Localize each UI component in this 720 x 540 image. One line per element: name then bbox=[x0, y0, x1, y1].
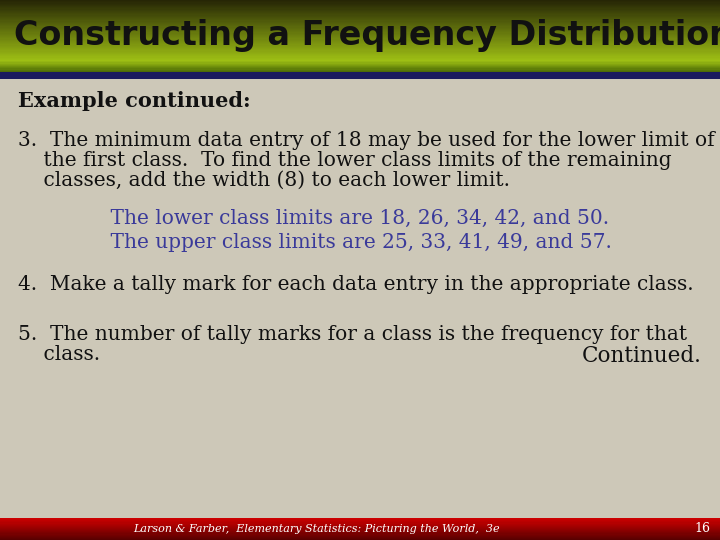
Bar bbox=[0, 529, 720, 530]
Bar bbox=[0, 15, 720, 17]
Bar bbox=[0, 522, 720, 523]
Bar bbox=[0, 526, 720, 528]
Bar bbox=[0, 517, 720, 519]
Bar bbox=[0, 70, 720, 72]
Bar bbox=[0, 9, 720, 11]
Bar bbox=[0, 28, 720, 30]
Bar bbox=[0, 5, 720, 7]
Bar bbox=[0, 11, 720, 13]
Text: the first class.  To find the lower class limits of the remaining: the first class. To find the lower class… bbox=[18, 151, 672, 170]
Bar bbox=[0, 523, 720, 524]
Bar bbox=[0, 4, 720, 6]
Bar bbox=[0, 51, 720, 53]
Bar bbox=[0, 8, 720, 10]
Bar bbox=[0, 13, 720, 15]
Bar bbox=[0, 72, 720, 79]
Bar bbox=[0, 52, 720, 54]
Bar bbox=[0, 17, 720, 19]
Bar bbox=[0, 67, 720, 69]
Bar bbox=[0, 24, 720, 25]
Bar bbox=[0, 64, 720, 66]
Bar bbox=[0, 56, 720, 58]
Bar bbox=[0, 35, 720, 36]
Text: 16: 16 bbox=[694, 523, 710, 536]
Bar bbox=[0, 45, 720, 47]
Bar bbox=[0, 530, 720, 531]
Bar bbox=[0, 65, 720, 67]
Bar bbox=[0, 1, 720, 2]
Text: classes, add the width (8) to each lower limit.: classes, add the width (8) to each lower… bbox=[18, 171, 510, 190]
Bar bbox=[0, 39, 720, 41]
Bar bbox=[0, 532, 720, 534]
Text: Continued.: Continued. bbox=[582, 345, 702, 367]
Bar bbox=[0, 38, 720, 39]
Bar bbox=[0, 16, 720, 18]
Bar bbox=[0, 536, 720, 538]
Bar bbox=[0, 528, 720, 529]
Bar bbox=[0, 31, 720, 32]
Bar bbox=[0, 53, 720, 55]
Text: Larson & Farber,  Elementary Statistics: Picturing the World,  3e: Larson & Farber, Elementary Statistics: … bbox=[133, 524, 500, 534]
Bar bbox=[0, 63, 720, 65]
Bar bbox=[0, 43, 720, 44]
Bar bbox=[0, 62, 720, 64]
Text: Example continued:: Example continued: bbox=[18, 91, 251, 111]
Bar bbox=[0, 25, 720, 26]
Bar bbox=[0, 2, 720, 4]
Bar bbox=[0, 531, 720, 532]
Bar bbox=[0, 60, 720, 63]
Bar bbox=[0, 58, 720, 60]
Bar bbox=[0, 26, 720, 28]
Bar bbox=[0, 20, 720, 22]
Text: 3.  The minimum data entry of 18 may be used for the lower limit of: 3. The minimum data entry of 18 may be u… bbox=[18, 131, 715, 150]
Bar bbox=[0, 37, 720, 38]
Bar bbox=[0, 521, 720, 522]
Bar bbox=[0, 538, 720, 540]
Bar bbox=[0, 21, 720, 23]
Bar bbox=[0, 50, 720, 52]
Text: class.: class. bbox=[18, 345, 100, 364]
Bar bbox=[0, 22, 720, 24]
Bar bbox=[0, 535, 720, 537]
Text: Constructing a Frequency Distribution: Constructing a Frequency Distribution bbox=[14, 19, 720, 52]
Bar bbox=[0, 59, 720, 61]
Bar bbox=[0, 55, 720, 56]
Bar bbox=[0, 42, 720, 43]
Bar bbox=[0, 69, 720, 71]
Bar bbox=[0, 3, 720, 5]
Bar bbox=[0, 525, 720, 527]
Text: 4.  Make a tally mark for each data entry in the appropriate class.: 4. Make a tally mark for each data entry… bbox=[18, 275, 693, 294]
Bar bbox=[0, 27, 720, 29]
Bar bbox=[0, 57, 720, 59]
Bar bbox=[0, 10, 720, 12]
Bar bbox=[0, 68, 720, 70]
Bar bbox=[0, 518, 720, 520]
Bar bbox=[0, 46, 720, 48]
Bar bbox=[0, 0, 720, 1]
Bar bbox=[0, 537, 720, 539]
Text: 5.  The number of tally marks for a class is the frequency for that: 5. The number of tally marks for a class… bbox=[18, 325, 687, 344]
Text: The upper class limits are 25, 33, 41, 49, and 57.: The upper class limits are 25, 33, 41, 4… bbox=[85, 233, 612, 252]
Bar bbox=[0, 36, 720, 37]
Bar bbox=[0, 48, 720, 49]
Bar bbox=[0, 40, 720, 42]
Text: The lower class limits are 18, 26, 34, 42, and 50.: The lower class limits are 18, 26, 34, 4… bbox=[85, 209, 609, 228]
Bar bbox=[0, 534, 720, 536]
Bar bbox=[0, 14, 720, 16]
Bar bbox=[0, 533, 720, 535]
Bar bbox=[0, 519, 720, 521]
Bar bbox=[0, 49, 720, 50]
Bar bbox=[0, 6, 720, 9]
Bar bbox=[0, 44, 720, 45]
Bar bbox=[0, 19, 720, 21]
Bar bbox=[0, 524, 720, 526]
Bar bbox=[0, 30, 720, 31]
Bar bbox=[0, 32, 720, 33]
Bar bbox=[0, 33, 720, 35]
